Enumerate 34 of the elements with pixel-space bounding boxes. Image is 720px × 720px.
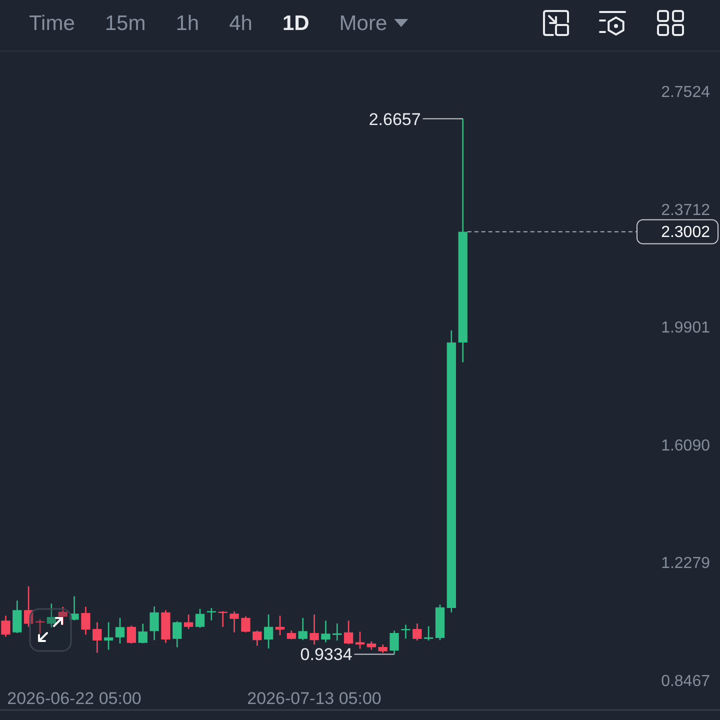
- x-tick-label: 2026-06-22 05:00: [7, 688, 142, 708]
- text: 1h: [176, 12, 200, 34]
- annotation: 2.6657: [368, 109, 421, 128]
- text: 15m: [104, 12, 146, 34]
- candlestick: [161, 610, 170, 643]
- candlestick: [70, 596, 79, 620]
- y-tick-label: 1.9901: [661, 319, 710, 336]
- candlestick: [390, 630, 399, 654]
- candlestick: [332, 623, 342, 640]
- annotation: 0.9334: [300, 644, 352, 664]
- candlestick: [1, 616, 10, 637]
- candlestick: [241, 616, 250, 632]
- candlestick: [81, 606, 90, 635]
- candlestick: [378, 644, 388, 653]
- x-tick-label: 2026-07-13 05:00: [247, 688, 382, 708]
- y-tick-label: 2.3712: [661, 201, 710, 218]
- candlestick: [458, 118, 468, 362]
- candlestick: [218, 611, 228, 627]
- candlestick: [92, 622, 102, 653]
- y-tick-label: 1.6090: [661, 436, 710, 454]
- candlestick: [150, 606, 159, 640]
- text: More: [339, 12, 388, 34]
- y-tick-label: 1.2279: [661, 554, 710, 572]
- ref-line-label: 2.3002: [661, 223, 710, 240]
- text: Time: [29, 12, 75, 34]
- y-tick-label: 2.7524: [661, 84, 710, 100]
- text: 1D: [282, 12, 310, 34]
- candlestick: [310, 614, 319, 644]
- candlestick: [298, 618, 308, 640]
- y-tick-label: 0.8467: [661, 672, 710, 690]
- candlestick: [401, 624, 410, 639]
- text: 4h: [229, 12, 252, 34]
- candlestick: [230, 611, 239, 632]
- candlestick: [321, 620, 330, 642]
